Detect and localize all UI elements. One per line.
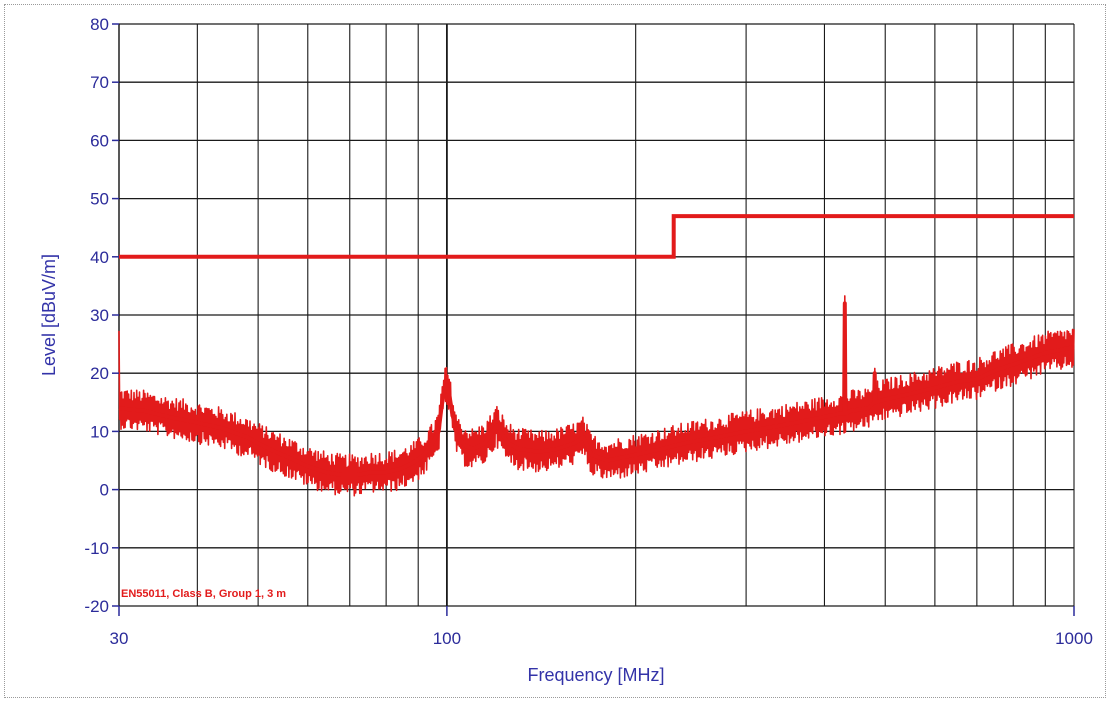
measured-trace-core [118, 301, 1075, 477]
emission-chart: -20 -10 0 10 20 30 40 50 60 70 80 30 100 1000 EN55011… [39, 15, 1093, 685]
x-tick-label: 30 [110, 629, 129, 648]
y-tick-label: 20 [90, 364, 109, 383]
chart-frame: -20 -10 0 10 20 30 40 50 60 70 80 30 100 1000 EN55011… [4, 4, 1106, 698]
y-tick-label: 80 [90, 15, 109, 34]
y-tick-label: 30 [90, 306, 109, 325]
x-tick-label: 1000 [1055, 629, 1093, 648]
limit-line [119, 214, 1074, 259]
y-axis-title: Level [dBuV/m] [39, 254, 59, 376]
y-tick-label: 70 [90, 73, 109, 92]
y-tick-label: 10 [90, 422, 109, 441]
measured-trace [118, 295, 1075, 497]
y-tick-label: 40 [90, 248, 109, 267]
x-axis-title: Frequency [MHz] [527, 665, 664, 685]
y-tick-label: -10 [84, 539, 109, 558]
x-tick-label: 100 [433, 629, 461, 648]
y-tick-label: 50 [90, 190, 109, 209]
y-tick-label: 0 [100, 481, 109, 500]
limit-annotation: EN55011, Class B, Group 1, 3 m [121, 588, 286, 600]
y-tick-label: 60 [90, 131, 109, 150]
y-tick-label: -20 [84, 597, 109, 616]
